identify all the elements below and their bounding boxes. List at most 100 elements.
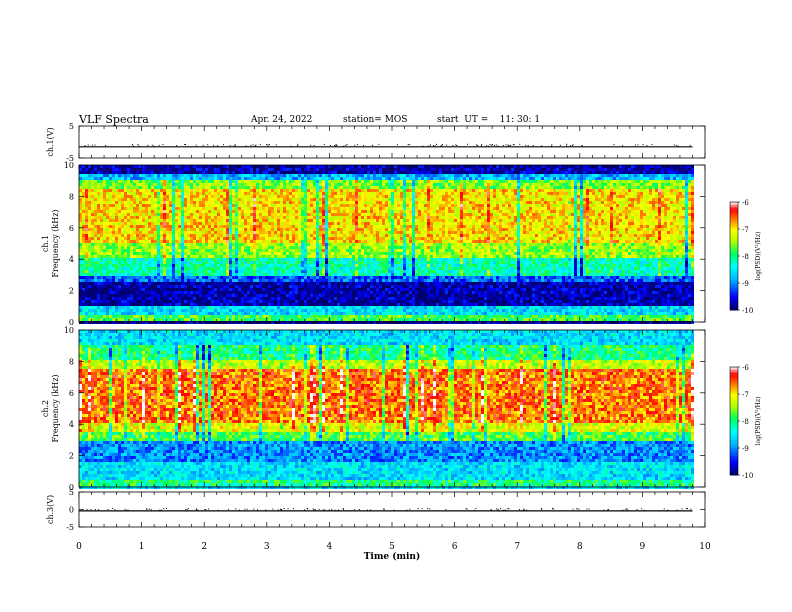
ch1-spectrogram-cell [322, 303, 325, 306]
ch1-spectrogram-cell [163, 249, 166, 252]
ch1-spectrogram-cell [193, 300, 196, 303]
ch1-spectrogram-cell [325, 282, 328, 285]
ch1-spectrogram-cell [214, 315, 217, 318]
ch1-spectrogram-cell [346, 282, 349, 285]
ch1-spectrogram-cell [244, 321, 247, 324]
ch1-spectrogram-cell [136, 291, 139, 294]
ch1-spectrogram-cell [127, 261, 130, 264]
ch1-spectrogram-cell [208, 249, 211, 252]
ch1-spectrogram-cell [82, 300, 85, 303]
ch1-spectrogram-cell [337, 252, 340, 255]
ch1-spectrogram-cell [109, 198, 112, 201]
ch1-spectrogram-cell [325, 222, 328, 225]
ch1-spectrogram-cell [235, 261, 238, 264]
ch1-spectrogram-cell [238, 177, 241, 180]
ch1-spectrogram-cell [172, 318, 175, 321]
ch1-spectrogram-cell [79, 189, 82, 192]
ch1-spectrogram-cell [130, 264, 133, 267]
ch1-spectrogram-cell [115, 264, 118, 267]
ch1-spectrogram-cell [250, 186, 253, 189]
ch1-spectrogram-cell [307, 204, 310, 207]
ch1-spectrogram-cell [301, 165, 304, 168]
ch1-spectrogram-cell [187, 195, 190, 198]
ch1-spectrogram-cell [163, 207, 166, 210]
ch1-spectrogram-cell [169, 222, 172, 225]
ch1-spectrogram-cell [103, 180, 106, 183]
ch1-spectrogram-cell [181, 195, 184, 198]
ch1-spectrogram-cell [256, 207, 259, 210]
ch1-spectrogram-cell [166, 300, 169, 303]
ch1-spectrogram-cell [88, 216, 91, 219]
ch1-spectrogram-cell [259, 261, 262, 264]
ch1-spectrogram-cell [226, 186, 229, 189]
ch1-spectrogram-cell [241, 303, 244, 306]
ch1-spectrogram-cell [166, 222, 169, 225]
ch1-spectrogram-cell [334, 267, 337, 270]
ch1-spectrogram-cell [97, 258, 100, 261]
ch1-spectrogram-cell [229, 225, 232, 228]
ch1-spectrogram-cell [298, 312, 301, 315]
ch1-spectrogram-cell [325, 255, 328, 258]
ch1-spectrogram-cell [325, 177, 328, 180]
ch1-spectrogram-cell [268, 201, 271, 204]
ch1-spectrogram-cell [139, 195, 142, 198]
ch1-spectrogram-cell [307, 282, 310, 285]
ch1-spectrogram-cell [322, 177, 325, 180]
ch1-spectrogram-cell [202, 321, 205, 324]
ch1-spectrogram-cell [172, 231, 175, 234]
ch1-spectrogram-cell [124, 258, 127, 261]
ch1-spectrogram-cell [160, 261, 163, 264]
ch1-spectrogram-cell [115, 174, 118, 177]
ch1-spectrogram-cell [160, 300, 163, 303]
ch1-spectrogram-cell [334, 243, 337, 246]
ch1-spectrogram-cell [94, 195, 97, 198]
ch1-spectrogram-cell [103, 300, 106, 303]
ch1-spectrogram-cell [247, 288, 250, 291]
ch1-spectrogram-cell [172, 225, 175, 228]
ch1-spectrogram-cell [337, 309, 340, 312]
ch1-spectrogram-cell [223, 282, 226, 285]
ch1-spectrogram-cell [124, 213, 127, 216]
ch1-spectrogram-cell [286, 261, 289, 264]
ch1-spectrogram-cell [220, 270, 223, 273]
ch1-spectrogram-cell [274, 183, 277, 186]
ch1-waveform-noise [510, 145, 511, 146]
ch1-spectrogram-cell [307, 315, 310, 318]
ch1-spectrogram-cell [115, 276, 118, 279]
ch1-spectrogram-cell [103, 231, 106, 234]
ch1-spectrogram-cell [223, 312, 226, 315]
ch1-spectrogram-cell [148, 321, 151, 324]
ch1-spectrogram-cell [244, 267, 247, 270]
ch1-spectrogram-cell [331, 276, 334, 279]
ch1-spectrogram-cell [94, 177, 97, 180]
ch1-spectrogram-cell [97, 303, 100, 306]
ch1-spectrogram-cell [151, 222, 154, 225]
ch1-spectrogram-cell [130, 183, 133, 186]
ch1-spectrogram-cell [208, 222, 211, 225]
ch1-spectrogram-cell [268, 300, 271, 303]
ch1-spectrogram-cell [112, 201, 115, 204]
ch1-spectrogram-cell [328, 240, 331, 243]
ch1-spectrogram-cell [157, 255, 160, 258]
ch1-spectrogram-cell [109, 237, 112, 240]
ch1-spectrogram-cell [196, 189, 199, 192]
ch1-spectrogram-cell [334, 270, 337, 273]
ch1-spectrogram-cell [121, 198, 124, 201]
ch1-spectrogram-cell [292, 312, 295, 315]
ch1-spectrogram-cell [133, 249, 136, 252]
ch1-spectrogram-cell [259, 216, 262, 219]
ch1-spectrogram-cell [172, 183, 175, 186]
ch1-spectrogram-cell [271, 237, 274, 240]
ch1-spectrogram-cell [277, 231, 280, 234]
ch1-spectrogram-cell [82, 165, 85, 168]
ch1-spectrogram-cell [136, 204, 139, 207]
ch1-spectrogram-cell [109, 183, 112, 186]
ch1-spectrogram-cell [229, 243, 232, 246]
ch1-spectrogram-cell [292, 204, 295, 207]
ch1-waveform-noise [176, 145, 177, 146]
ch1-spectrogram-cell [277, 228, 280, 231]
ch1-spectrogram-cell [148, 291, 151, 294]
ch1-spectrogram-cell [334, 219, 337, 222]
ch1-spectrogram-cell [319, 231, 322, 234]
ch1-spectrogram-cell [256, 168, 259, 171]
